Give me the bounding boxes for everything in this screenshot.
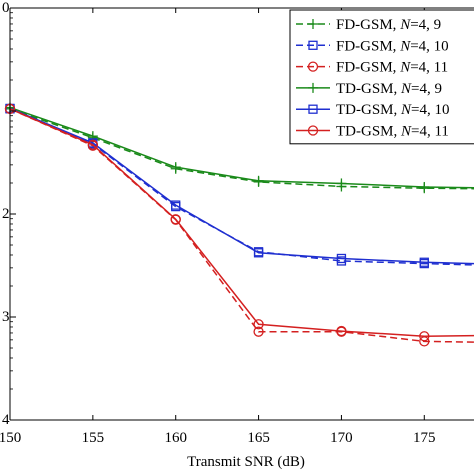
legend-entry: FD-GSM, N=4, 11 xyxy=(296,60,448,76)
x-axis-label: Transmit SNR (dB) xyxy=(187,454,305,470)
legend-entry: TD-GSM, N=4, 10 xyxy=(296,102,450,118)
legend-label: FD-GSM, N=4, 10 xyxy=(336,38,449,54)
data-point xyxy=(171,200,181,210)
y-tick-label: 3 xyxy=(2,309,10,325)
legend-label: TD-GSM, N=4, 9 xyxy=(336,81,442,97)
data-point xyxy=(170,214,181,225)
legend-label: TD-GSM, N=4, 11 xyxy=(336,124,449,140)
legend-label: TD-GSM, N=4, 10 xyxy=(336,102,450,118)
series-group xyxy=(4,102,474,347)
data-point xyxy=(336,178,347,189)
data-point xyxy=(336,253,347,264)
x-tick-label: 165 xyxy=(247,430,270,446)
legend-entry: TD-GSM, N=4, 9 xyxy=(296,81,442,97)
data-point xyxy=(308,82,318,93)
legend-entry: FD-GSM, N=4, 9 xyxy=(296,17,441,33)
legend-entry: FD-GSM, N=4, 10 xyxy=(296,38,449,54)
data-point xyxy=(308,104,318,114)
legend-label: FD-GSM, N=4, 11 xyxy=(336,60,448,76)
y-tick-label: 2 xyxy=(2,206,10,222)
series-line xyxy=(9,108,474,338)
data-point xyxy=(253,319,264,330)
axes: 150 155 160 165 170 175 0 2 3 4 xyxy=(0,0,474,446)
data-point xyxy=(87,139,99,150)
data-point xyxy=(307,125,319,136)
x-tick-label: 175 xyxy=(413,430,436,446)
legend-box xyxy=(289,9,474,145)
x-tick-label: 170 xyxy=(330,430,353,446)
y-tick-label: 4 xyxy=(2,412,10,428)
legend-entry: TD-GSM, N=4, 11 xyxy=(296,124,449,140)
data-point xyxy=(308,19,318,29)
data-point xyxy=(253,326,264,337)
data-point xyxy=(336,325,347,337)
y-tick-label: 0 xyxy=(2,0,10,16)
data-point xyxy=(307,61,319,72)
data-point xyxy=(308,40,318,50)
data-point xyxy=(253,175,264,186)
data-point xyxy=(419,331,430,342)
data-point xyxy=(419,181,430,192)
series-line xyxy=(9,107,474,265)
x-tick-label: 160 xyxy=(164,430,187,446)
data-point xyxy=(170,162,181,173)
legend-label: FD-GSM, N=4, 9 xyxy=(336,17,441,33)
legend: FD-GSM, N=4, 9 FD-GSM, N=4, 10 FD-GSM, N=4… xyxy=(289,9,474,145)
data-point xyxy=(253,248,264,258)
x-tick-label: 150 xyxy=(0,430,21,446)
series-5 xyxy=(4,103,474,342)
x-tick-label: 155 xyxy=(82,430,105,446)
data-point xyxy=(419,257,429,267)
